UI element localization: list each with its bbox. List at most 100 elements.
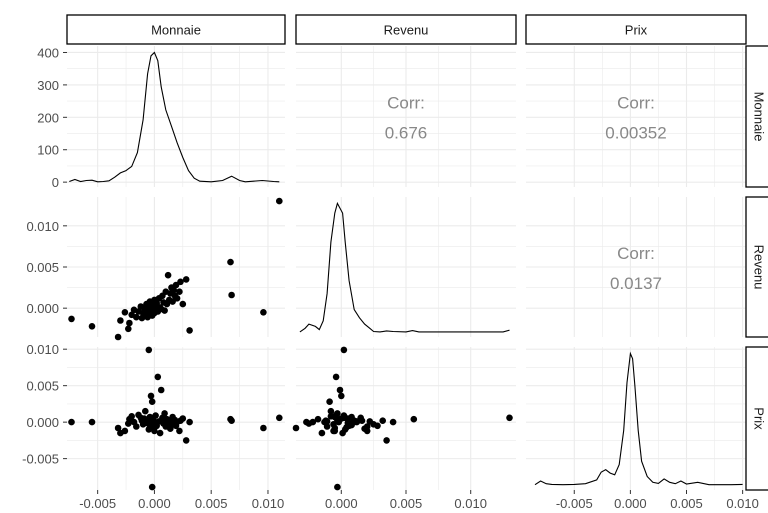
corr-value-revenu-prix: 0.0137 <box>610 274 662 293</box>
scatter-point-revenu-monnaie <box>176 288 183 296</box>
y-tick-label: 300 <box>37 78 59 93</box>
scatter-point-prix-revenu <box>331 424 339 432</box>
strip-top-label-monnaie: Monnaie <box>151 23 201 38</box>
scatter-point-prix-monnaie <box>186 418 193 426</box>
scatter-point-revenu-monnaie <box>179 300 187 308</box>
scatter-point-prix-revenu <box>303 418 310 426</box>
scatter-point-prix-monnaie <box>114 424 122 432</box>
strip-top-label-prix: Prix <box>625 23 648 38</box>
scatter-point-revenu-monnaie <box>227 258 234 266</box>
scatter-point-prix-monnaie <box>133 423 140 430</box>
scatter-point-prix-monnaie <box>145 346 153 354</box>
scatter-point-prix-revenu <box>366 418 374 425</box>
scatter-point-prix-monnaie <box>68 418 75 426</box>
scatter-point-revenu-monnaie <box>148 307 156 314</box>
scatter-point-prix-revenu <box>314 415 322 423</box>
strip-top-label-revenu: Revenu <box>384 23 429 38</box>
corr-value-monnaie-prix: 0.00352 <box>605 124 666 143</box>
scatter-point-prix-revenu <box>326 398 333 406</box>
scatter-point-prix-monnaie <box>128 413 135 420</box>
scatter-point-prix-monnaie <box>176 427 183 435</box>
strip-right-prix <box>745 346 768 491</box>
strip-right-monnaie <box>745 45 768 188</box>
scatter-point-prix-monnaie <box>161 410 168 417</box>
axes: 0 100 200 300 400 0.000 0.005 0.010 -0.005 0.000 0… <box>22 45 759 511</box>
scatter-point-revenu-monnaie <box>121 309 129 316</box>
scatter-point-prix-monnaie <box>179 415 187 422</box>
data-marks <box>68 51 743 491</box>
x-tick-label: 0.000 <box>614 496 647 511</box>
density-line-prix <box>534 351 743 486</box>
scatter-point-prix-monnaie <box>182 437 190 444</box>
scatter-point-prix-revenu <box>292 424 300 432</box>
scatter-point-prix-revenu <box>340 346 348 354</box>
y-tick-label: 0.000 <box>26 415 59 430</box>
scatter-point-prix-revenu <box>374 422 381 430</box>
y-tick-label: 0.000 <box>26 301 59 316</box>
scatter-point-prix-monnaie <box>121 427 129 435</box>
scatter-point-prix-monnaie <box>152 412 159 419</box>
strip-right-revenu <box>745 196 768 338</box>
scatter-point-revenu-monnaie <box>173 295 181 302</box>
scatter-point-prix-revenu <box>318 429 326 437</box>
density-line-monnaie <box>69 51 280 183</box>
x-tick-label: 0.010 <box>726 496 759 511</box>
y-tick-label: 0 <box>52 175 59 190</box>
scatter-point-revenu-monnaie <box>88 323 96 330</box>
scatter-point-revenu-monnaie <box>177 278 184 286</box>
scatter-point-prix-revenu <box>344 415 352 422</box>
scatter-point-prix-revenu <box>334 410 341 417</box>
corr-label: Corr: <box>387 94 425 113</box>
scatter-point-prix-monnaie <box>157 386 165 394</box>
scatter-point-prix-revenu <box>506 414 513 422</box>
scatter-point-prix-revenu <box>336 386 344 394</box>
scatter-point-prix-revenu <box>323 418 331 425</box>
scatter-point-revenu-monnaie <box>186 327 193 334</box>
scatter-point-prix-revenu <box>338 392 345 400</box>
scatter-point-prix-revenu <box>389 418 397 426</box>
strip-right-label-revenu: Revenu <box>752 245 767 290</box>
grid-lines <box>67 46 746 490</box>
scatter-point-prix-revenu <box>379 417 387 425</box>
scatter-point-prix-monnaie <box>276 414 283 422</box>
strip-top-revenu <box>295 14 517 45</box>
y-tick-label: 0.010 <box>26 219 59 234</box>
scatter-point-prix-monnaie <box>147 392 155 400</box>
scatter-point-revenu-monnaie <box>114 333 122 341</box>
scatter-point-prix-revenu <box>327 407 335 415</box>
scatter-point-prix-revenu <box>332 373 340 381</box>
scatter-point-prix-monnaie <box>148 398 156 406</box>
y-tick-label: 0.010 <box>26 342 59 357</box>
scatter-point-prix-monnaie <box>260 424 267 432</box>
scatter-point-prix-monnaie <box>156 429 164 437</box>
panel-monnaie-monnaie <box>67 46 285 187</box>
scatter-point-prix-revenu <box>410 415 418 423</box>
strip-top-prix <box>525 14 747 45</box>
scatter-point-revenu-monnaie <box>170 286 177 294</box>
corr-value-monnaie-revenu: 0.676 <box>385 124 428 143</box>
x-tick-label: -0.005 <box>556 496 593 511</box>
scatter-point-prix-revenu <box>383 437 390 444</box>
x-tick-label: 0.005 <box>390 496 423 511</box>
scatter-point-revenu-monnaie <box>164 271 172 279</box>
y-tick-label: 400 <box>37 45 59 60</box>
scatter-point-prix-monnaie <box>148 483 156 491</box>
density-line-revenu <box>299 201 510 333</box>
scatter-point-prix-revenu <box>339 429 346 437</box>
scatter-point-revenu-monnaie <box>182 276 190 283</box>
corr-label: Corr: <box>617 94 655 113</box>
strip-right-label-monnaie: Monnaie <box>752 92 767 142</box>
y-tick-label: 100 <box>37 143 59 158</box>
x-tick-label: 0.005 <box>195 496 228 511</box>
scatter-point-revenu-monnaie <box>228 291 235 299</box>
y-tick-label: -0.005 <box>22 452 59 467</box>
scatter-point-prix-revenu <box>363 427 371 435</box>
scatter-point-revenu-monnaie <box>276 197 283 205</box>
scatter-point-prix-revenu <box>334 483 341 491</box>
scatter-point-prix-revenu <box>358 417 366 425</box>
panel-prix-prix <box>526 347 746 490</box>
annotations: Corr: 0.676 Corr: 0.00352 Corr: 0.0137 <box>385 94 667 294</box>
x-tick-label: -0.005 <box>79 496 116 511</box>
strip-top-monnaie <box>66 14 286 45</box>
